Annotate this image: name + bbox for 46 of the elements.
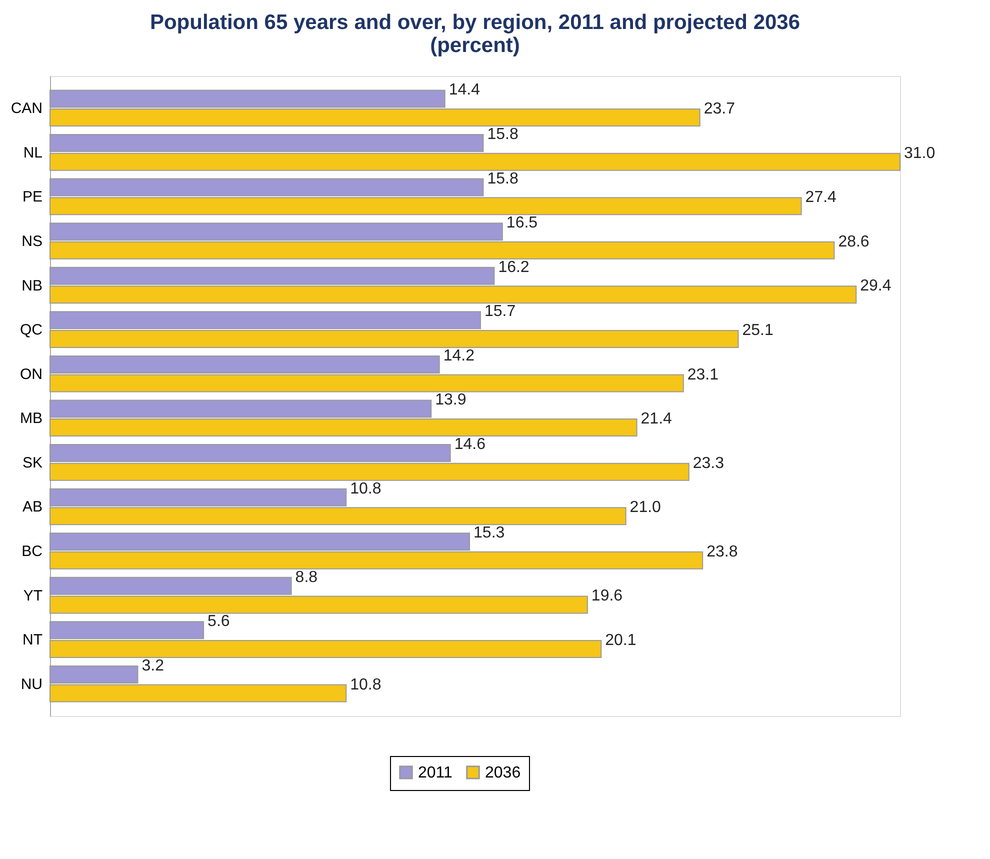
data-label: 15.3	[474, 524, 505, 542]
y-tick-label: NT	[22, 632, 42, 649]
data-label: 14.2	[443, 347, 475, 364]
data-label: 23.3	[692, 454, 724, 472]
data-label: 5.6	[208, 613, 230, 630]
data-label: 8.8	[295, 568, 318, 586]
y-tick-label: AB	[22, 498, 42, 516]
data-label: 23.1	[687, 366, 719, 384]
data-label: 23.7	[704, 100, 736, 118]
data-label: 15.8	[487, 170, 518, 188]
data-label: 21.4	[640, 410, 672, 428]
data-label: 16.5	[506, 214, 538, 232]
y-tick-label: MB	[20, 410, 42, 428]
text: Population 65 years and over, by region, 2011 and projected 2036	[150, 11, 800, 34]
data-label: 10.8	[350, 480, 382, 498]
data-label: 21.0	[630, 499, 662, 516]
y-tick-label: CAN	[10, 100, 42, 118]
data-label: 16.2	[498, 258, 530, 276]
data-label: 10.8	[350, 676, 382, 694]
legend-label: 2036	[485, 764, 521, 782]
data-label: 15.7	[484, 303, 516, 320]
data-label: 3.2	[142, 657, 164, 674]
y-tick-label: QC	[20, 322, 43, 339]
data-label: 13.9	[435, 392, 466, 409]
text: (percent)	[430, 34, 520, 57]
y-tick-label: SK	[22, 454, 42, 472]
data-label: 15.8	[487, 126, 518, 143]
y-tick-label: PE	[22, 188, 42, 206]
data-label: 14.4	[448, 82, 480, 99]
y-tick-label: NS	[22, 232, 42, 250]
y-tick-label: NB	[22, 277, 42, 294]
data-label: 27.4	[805, 189, 837, 206]
data-label: 23.8	[706, 543, 738, 560]
y-tick-label: NL	[23, 144, 42, 162]
y-tick-label: ON	[20, 366, 42, 383]
y-tick-label: BC	[22, 543, 43, 560]
data-label: 25.1	[742, 322, 774, 339]
data-label: 19.6	[591, 588, 623, 605]
data-label: 20.1	[605, 632, 636, 650]
legend-label: 2011	[418, 764, 453, 782]
y-tick-label: YT	[23, 587, 42, 604]
data-label: 14.6	[454, 436, 486, 454]
y-tick-label: NU	[20, 676, 42, 693]
data-label: 28.6	[838, 233, 870, 250]
data-label: 31.0	[904, 144, 936, 162]
data-label: 29.4	[860, 278, 892, 295]
